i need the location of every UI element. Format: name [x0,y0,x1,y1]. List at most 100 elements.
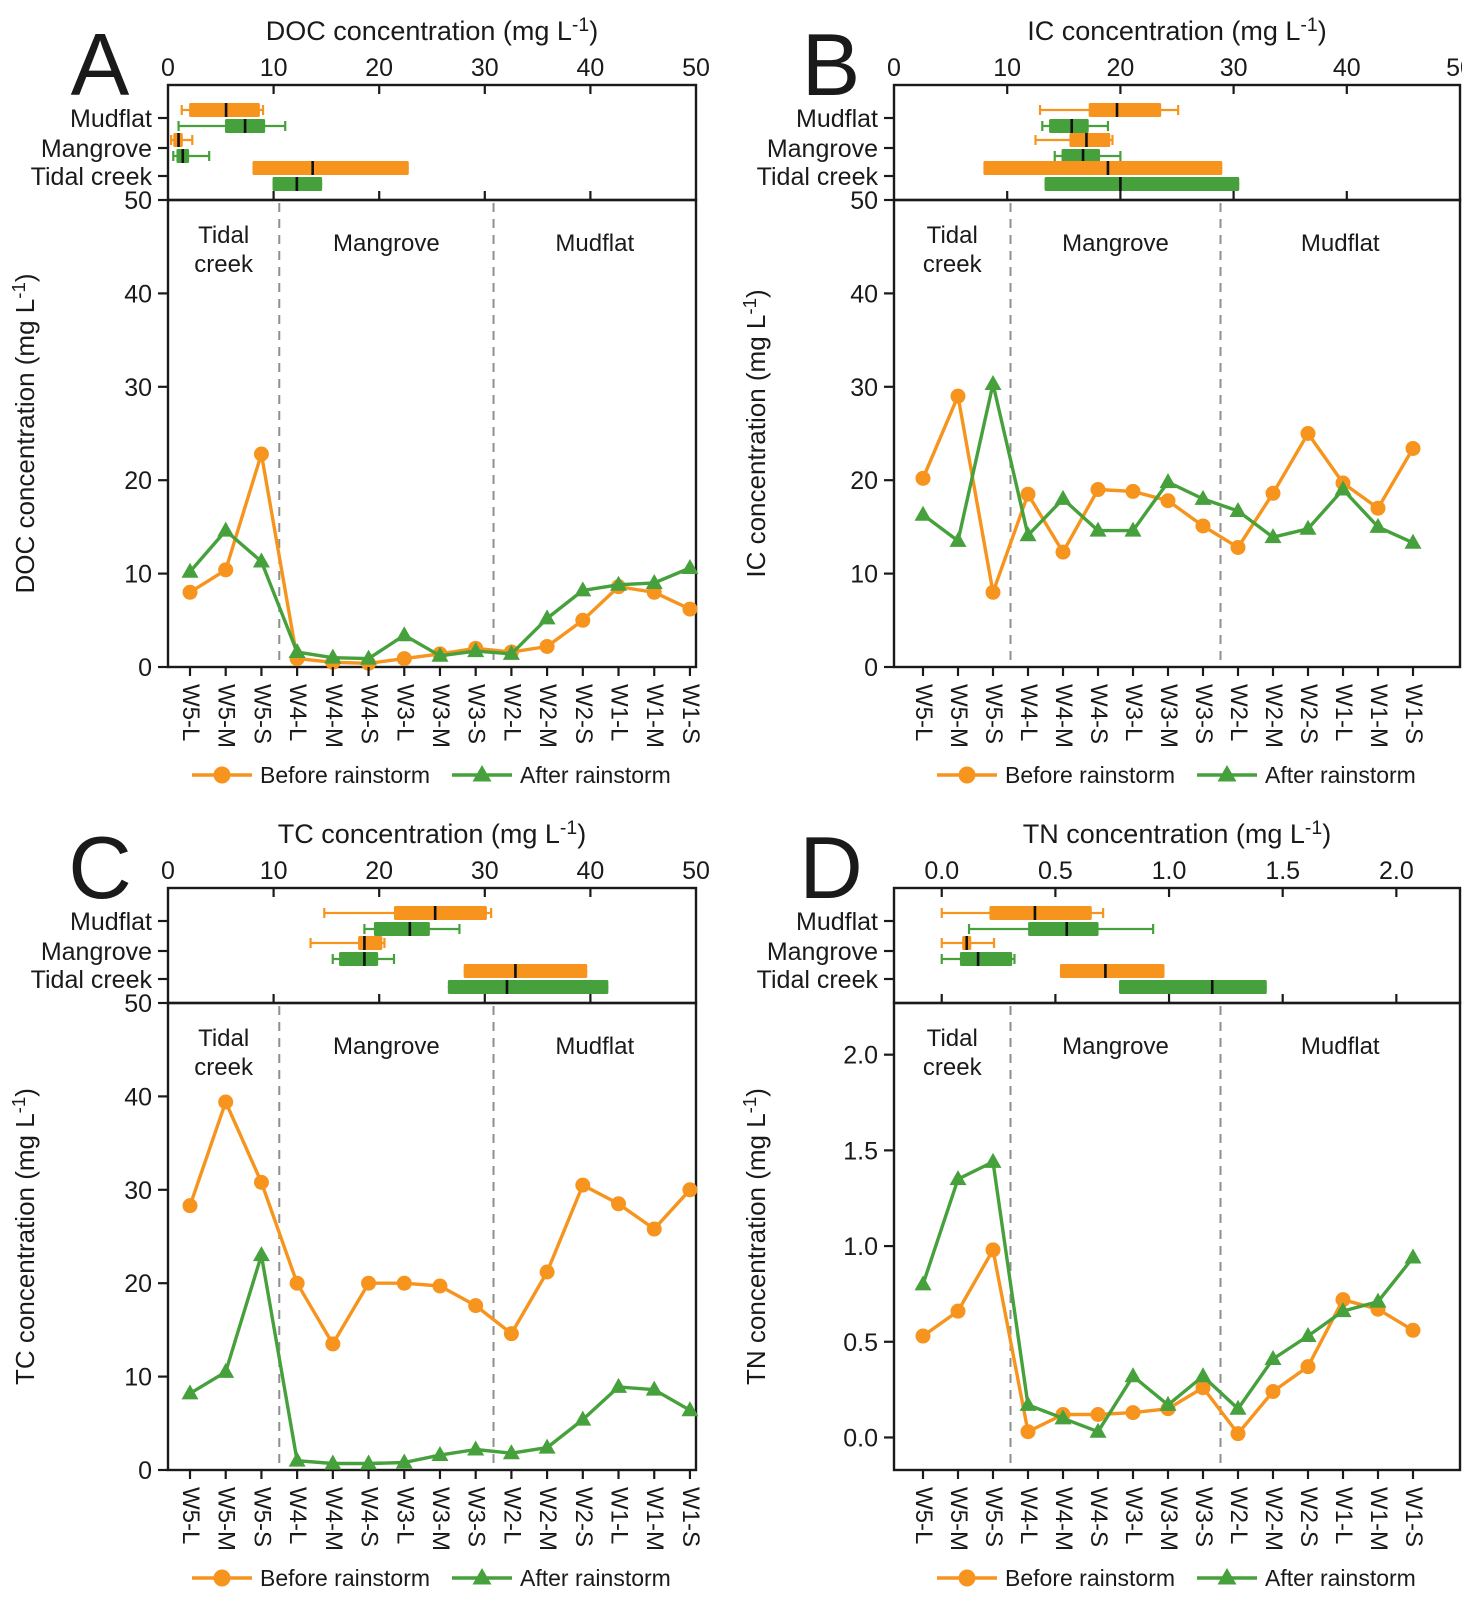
top-axis-tick-label: 40 [576,857,604,885]
data-point-triangle [1019,526,1037,542]
boxplot-row-label: Mangrove [41,938,152,966]
boxplot-after-mangrove [940,952,1016,966]
top-axis-tick-label: 50 [682,857,710,885]
x-category-label: W5-L [910,1487,937,1544]
top-axis-tick-label: 2.0 [1379,857,1414,885]
data-point-circle [950,388,966,404]
x-category-label: W2-M [1260,1487,1287,1551]
data-point-circle [182,1198,198,1214]
data-point-circle [1090,1406,1106,1422]
x-category-label: W1-S [1400,684,1427,744]
x-category-label: W1-M [641,1487,668,1551]
data-point-triangle [467,642,485,658]
data-point-triangle [324,1454,342,1470]
boxplot-after-mudflat [1041,119,1110,133]
data-point-triangle [538,1438,556,1454]
data-point-circle [1405,440,1421,456]
data-point-circle [361,1275,377,1291]
data-point-triangle [914,1275,932,1291]
boxplot-before-mangrove [940,936,996,950]
legend-label: After rainstorm [520,762,671,788]
x-category-label: W3-L [391,1487,418,1544]
x-category-label: W3-M [1155,684,1182,748]
zone-label: creek [194,251,254,278]
legend: Before rainstorm After rainstorm [192,1565,671,1591]
zone-label: creek [923,1054,983,1081]
data-point-circle [253,446,269,462]
panel-title-suffix: ) [589,16,598,46]
data-point-circle [325,1336,341,1352]
top-axis-tick-label: 20 [365,857,393,885]
panel-title-superscript: -1 [1300,14,1317,36]
y-axis-tick-label: 50 [124,187,152,215]
data-point-triangle [1194,1367,1212,1383]
x-category-label: W1-L [606,684,633,741]
zone-label: Mudflat [555,230,634,257]
y-axis-label-prefix: TN concentration (mg L [741,1113,771,1385]
data-point-circle [915,470,931,486]
data-point-circle [218,562,234,578]
panel-title-superscript: -1 [560,817,577,839]
data-point-triangle [431,646,449,662]
data-point-triangle [681,558,699,574]
box [1044,177,1240,191]
boxplot-after-tidal-creek [1119,980,1267,994]
y-axis-tick-label: 0 [138,654,152,682]
legend-before-item: Before rainstorm [937,762,1175,788]
data-point-circle [182,584,198,600]
legend: Before rainstorm After rainstorm [192,762,671,788]
x-category-label: W5-S [248,1487,275,1547]
legend: Before rainstorm After rainstorm [937,762,1416,788]
x-category-label: W3-L [391,684,418,741]
data-point-triangle [181,1384,199,1400]
top-axis-tick-label: 10 [993,54,1021,82]
data-point-triangle [288,1451,306,1467]
x-category-label: W2-M [1260,684,1287,748]
data-point-triangle [1159,1395,1177,1411]
legend-label: Before rainstorm [260,762,430,788]
boxplot-row-label: Mangrove [767,135,878,163]
box [447,980,609,994]
y-axis-label-prefix: IC concentration (mg L [741,315,771,578]
data-point-triangle [252,1246,270,1262]
boxplot-before-mudflat [1038,103,1180,117]
panel-title: IC concentration (mg L-1) [1027,14,1326,46]
boxplot-row-label: Mangrove [41,135,152,163]
panel-D: D TN concentration (mg L-1)0.0 0.5 1.0 1.5 2.… [739,817,1462,1591]
data-point-triangle [1194,489,1212,505]
x-category-label: W1-M [1365,1487,1392,1551]
y-axis-label-prefix: DOC concentration (mg L [10,299,40,594]
data-point-circle [1370,500,1386,516]
boxplot-after-mudflat [177,119,287,133]
panel-title-prefix: DOC concentration (mg L [266,16,572,46]
legend-label: Before rainstorm [260,1565,430,1591]
data-point-triangle [984,1152,1002,1168]
data-point-triangle [538,609,556,625]
data-point-circle [1160,493,1176,509]
y-axis-label: IC concentration (mg L-1) [739,289,771,577]
x-category-label: W1-M [641,684,668,748]
y-axis-tick-label: 40 [850,280,878,308]
main-frame [892,1001,1462,1472]
x-category-label: W4-S [1085,1487,1112,1547]
x-category-label: W3-L [1120,684,1147,741]
main-frame [892,198,1462,669]
data-point-triangle [431,1446,449,1462]
x-category-label: W4-M [320,1487,347,1551]
top-axis-tick-label: 0.0 [924,857,959,885]
zone-label: Mudflat [555,1033,634,1060]
x-category-label: W5-M [945,684,972,748]
panel-title-prefix: TC concentration (mg L [278,819,560,849]
y-axis-label-superscript: -1 [8,1097,29,1114]
x-category-label: W5-M [945,1487,972,1551]
top-axis-tick-label: 1.5 [1265,857,1300,885]
data-point-circle [1020,1424,1036,1440]
y-axis-label-suffix: ) [741,1088,771,1097]
data-point-triangle [645,573,663,589]
circle-marker-icon [958,766,976,784]
y-axis-tick-label: 10 [124,1364,152,1392]
boxplot-after-mangrove [331,952,396,966]
zone-label: Mudflat [1301,230,1380,257]
top-axis-tick-label: 10 [260,857,288,885]
data-point-triangle [949,531,967,547]
